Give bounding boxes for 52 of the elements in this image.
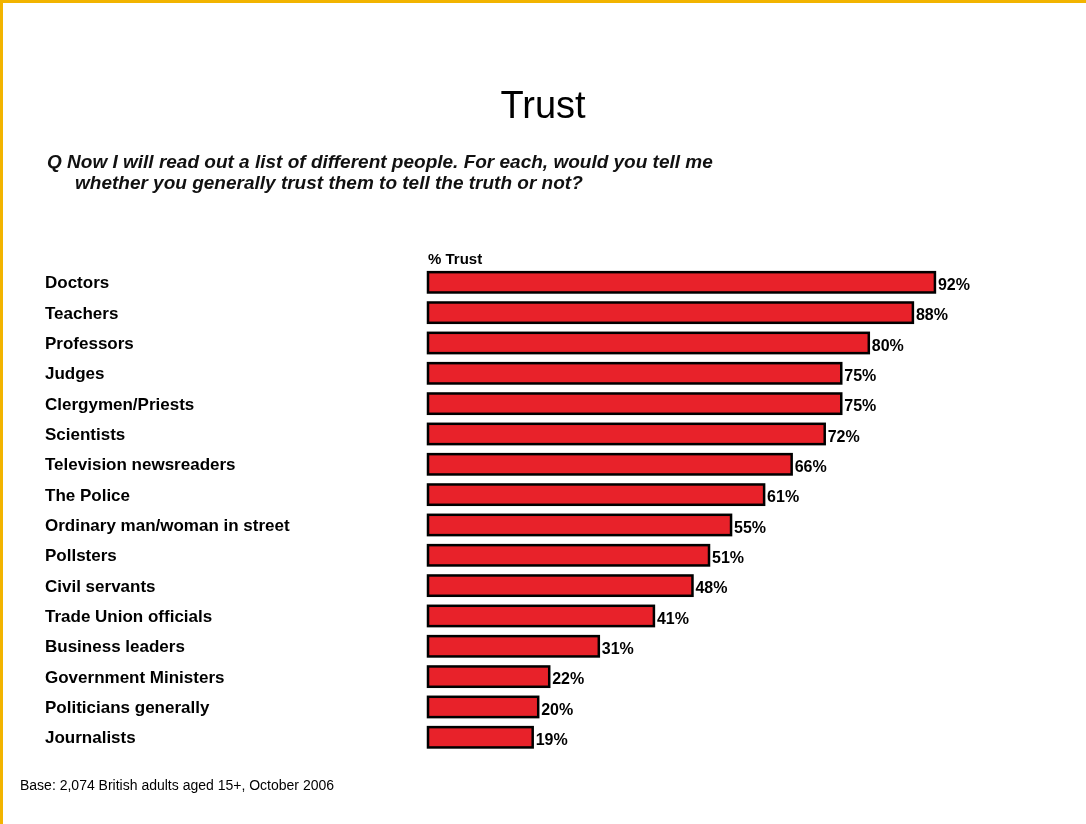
data-label: 20%	[541, 700, 574, 718]
data-label: 92%	[937, 275, 970, 293]
y-tick-label: Teachers	[45, 303, 119, 323]
data-label: 80%	[871, 336, 904, 354]
data-label: 61%	[767, 488, 800, 506]
data-label: 22%	[552, 670, 585, 688]
x-axis-title: % Trust	[428, 250, 483, 267]
bar	[426, 725, 534, 749]
data-label: 41%	[656, 609, 689, 627]
bar	[426, 270, 937, 294]
y-tick-label: Business leaders	[45, 637, 185, 657]
bar	[426, 392, 843, 416]
chart-title: Trust	[500, 84, 587, 126]
y-tick-label: Judges	[45, 364, 105, 384]
bar	[426, 301, 915, 325]
text: Base: 2,074 British adults aged 15+, October 2006	[20, 777, 335, 793]
data-label: 88%	[915, 306, 948, 324]
bar	[426, 574, 694, 598]
data-label: 19%	[535, 730, 568, 748]
chart-subtitle: Q Now I will read out a list of different people. For each, would you tell me whether you generally trust them to tell the truth or not?	[47, 151, 714, 193]
data-label: 51%	[712, 548, 745, 566]
data-label: 75%	[844, 397, 877, 415]
y-tick-label: Professors	[45, 333, 134, 353]
bar	[426, 695, 540, 719]
data-label: 72%	[827, 427, 860, 445]
data-label: 66%	[794, 457, 827, 475]
bar	[426, 331, 871, 355]
bar	[426, 634, 601, 658]
y-tick-label: Government Ministers	[45, 667, 225, 687]
bar	[426, 361, 843, 385]
y-tick-label: Television newsreaders	[45, 455, 236, 475]
data-label: 55%	[734, 518, 767, 536]
bar	[426, 513, 733, 537]
bar	[426, 452, 793, 476]
y-tick-label: Scientists	[45, 424, 126, 444]
data-label: 31%	[601, 639, 634, 657]
y-tick-label: Clergymen/Priests	[45, 394, 195, 414]
data-label: 48%	[695, 579, 728, 597]
y-tick-label: Ordinary man/woman in street	[45, 515, 291, 535]
bar	[426, 422, 826, 446]
bar	[426, 483, 766, 507]
y-tick-label: Trade Union officials	[45, 606, 213, 626]
bar	[426, 543, 711, 567]
y-tick-label: Journalists	[45, 728, 136, 748]
y-tick-label: Pollsters	[45, 546, 117, 566]
bar	[426, 604, 656, 628]
y-tick-label: Civil servants	[45, 576, 156, 596]
y-tick-label: Politicians generally	[45, 697, 210, 717]
data-label: 75%	[844, 366, 877, 384]
y-tick-label: The Police	[45, 485, 131, 505]
y-tick-label: Doctors	[45, 273, 110, 293]
bar	[426, 665, 551, 689]
